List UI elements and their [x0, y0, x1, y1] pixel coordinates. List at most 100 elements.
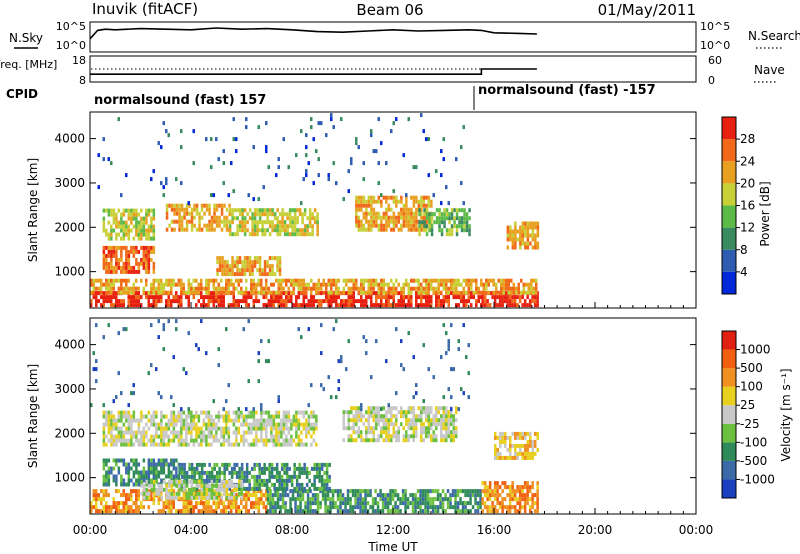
data-cell	[432, 434, 435, 439]
data-cell	[260, 497, 263, 502]
data-cell	[112, 505, 115, 510]
data-cell	[145, 265, 148, 270]
data-cell	[175, 491, 178, 496]
data-cell	[526, 241, 530, 246]
data-cell	[115, 509, 118, 514]
data-cell	[349, 505, 352, 510]
data-cell	[483, 485, 487, 490]
data-cell	[457, 290, 460, 295]
data-cell	[145, 295, 148, 300]
data-cell	[533, 493, 537, 498]
data-cell	[150, 487, 153, 492]
data-cell	[228, 224, 232, 229]
data-cell	[300, 410, 303, 415]
data-cell	[390, 422, 393, 427]
data-cell	[528, 505, 532, 510]
data-cell	[137, 295, 140, 300]
data-cell	[392, 227, 396, 232]
data-cell	[410, 207, 413, 212]
data-cell	[170, 470, 173, 475]
data-cell	[247, 414, 251, 419]
data-cell	[440, 282, 443, 287]
noise-left-tick-bottom: 10^0	[56, 39, 86, 52]
data-cell	[275, 442, 278, 447]
data-cell	[470, 286, 473, 291]
data-cell	[225, 410, 228, 415]
data-cell	[352, 406, 355, 411]
data-cell	[142, 216, 146, 221]
data-cell	[293, 232, 297, 237]
data-cell	[135, 224, 138, 229]
data-cell	[127, 509, 130, 514]
data-cell	[412, 278, 415, 283]
data-cell	[217, 501, 220, 506]
data-cell	[117, 278, 120, 283]
data-cell	[255, 501, 258, 506]
data-cell	[505, 282, 508, 287]
data-cell	[286, 212, 289, 217]
data-cell	[112, 422, 116, 427]
colorbar-tick-label: 16	[740, 199, 755, 213]
data-cell	[197, 414, 201, 419]
data-cell	[157, 458, 161, 463]
data-cell	[365, 303, 368, 308]
data-cell	[262, 418, 266, 423]
data-cell	[297, 286, 300, 291]
data-cell	[238, 479, 241, 484]
data-cell	[297, 295, 300, 300]
data-cell	[332, 299, 335, 304]
data-cell	[127, 261, 131, 266]
data-cell	[258, 462, 261, 467]
data-cell	[150, 303, 153, 308]
data-cell	[167, 295, 170, 300]
data-cell	[125, 438, 128, 443]
data-cell	[110, 442, 113, 447]
data-cell	[160, 282, 163, 287]
data-cell	[310, 290, 313, 295]
data-cell	[496, 485, 499, 490]
data-cell	[180, 438, 183, 443]
data-cell	[162, 434, 166, 439]
data-cell	[370, 133, 373, 138]
data-cell	[436, 505, 440, 510]
data-cell	[155, 487, 158, 492]
data-cell	[412, 227, 416, 232]
data-cell	[230, 466, 234, 471]
data-cell	[410, 426, 413, 431]
data-cell	[253, 216, 257, 221]
data-cell	[311, 224, 314, 229]
data-cell	[127, 249, 131, 254]
data-cell	[287, 165, 290, 170]
data-cell	[117, 265, 121, 270]
data-cell	[293, 474, 296, 479]
data-cell	[157, 497, 160, 502]
data-cell	[310, 303, 313, 308]
data-cell	[507, 286, 510, 291]
data-cell	[286, 228, 289, 233]
data-cell	[312, 430, 316, 435]
data-cell	[233, 495, 236, 500]
data-cell	[350, 161, 353, 166]
data-cell	[267, 303, 270, 308]
data-cell	[205, 491, 208, 496]
frequency-panel: Freq. [MHz] 18 8 60 0 Nave	[0, 54, 785, 87]
data-cell	[498, 501, 502, 506]
data-cell	[125, 282, 128, 287]
data-cell	[312, 438, 316, 443]
data-cell	[266, 228, 269, 233]
data-cell	[262, 493, 265, 498]
data-cell	[296, 208, 299, 213]
data-cell	[115, 253, 118, 258]
data-cell	[450, 367, 453, 372]
data-cell	[518, 497, 522, 502]
data-cell	[440, 220, 444, 225]
data-cell	[450, 208, 454, 213]
data-cell	[506, 303, 509, 308]
data-cell	[432, 422, 435, 427]
data-cell	[281, 497, 285, 502]
data-cell	[190, 219, 194, 224]
data-cell	[120, 438, 123, 443]
data-cell	[225, 509, 228, 514]
data-cell	[162, 323, 165, 328]
data-cell	[245, 295, 248, 300]
